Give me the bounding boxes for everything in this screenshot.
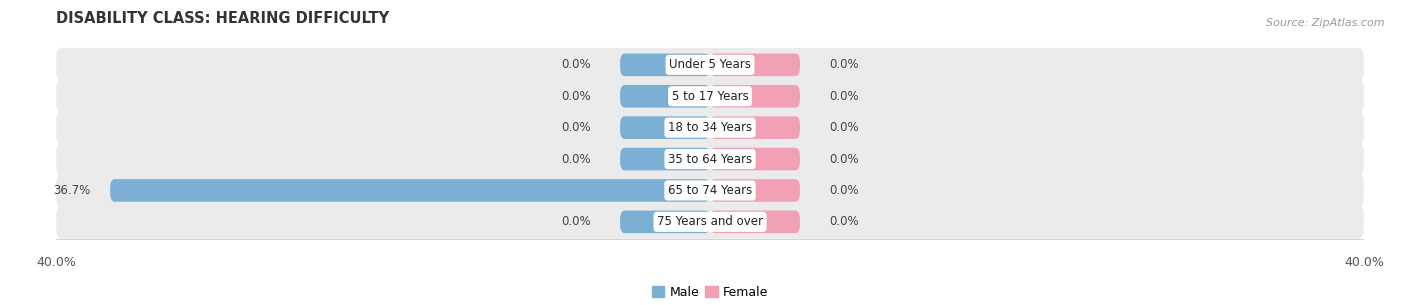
Text: 35 to 64 Years: 35 to 64 Years [668, 152, 752, 166]
Text: Source: ZipAtlas.com: Source: ZipAtlas.com [1267, 18, 1385, 28]
Text: 36.7%: 36.7% [53, 184, 90, 197]
FancyBboxPatch shape [620, 116, 710, 139]
Text: 0.0%: 0.0% [561, 58, 591, 71]
Text: 0.0%: 0.0% [561, 121, 591, 134]
FancyBboxPatch shape [710, 116, 800, 139]
FancyBboxPatch shape [110, 179, 710, 202]
FancyBboxPatch shape [56, 174, 1364, 207]
Text: 5 to 17 Years: 5 to 17 Years [672, 90, 748, 103]
Text: 0.0%: 0.0% [830, 58, 859, 71]
FancyBboxPatch shape [620, 210, 710, 233]
Text: 18 to 34 Years: 18 to 34 Years [668, 121, 752, 134]
FancyBboxPatch shape [710, 85, 800, 108]
Text: 0.0%: 0.0% [561, 90, 591, 103]
FancyBboxPatch shape [620, 148, 710, 170]
Text: 0.0%: 0.0% [830, 121, 859, 134]
FancyBboxPatch shape [56, 205, 1364, 239]
FancyBboxPatch shape [56, 142, 1364, 176]
FancyBboxPatch shape [710, 54, 800, 76]
FancyBboxPatch shape [710, 148, 800, 170]
FancyBboxPatch shape [56, 111, 1364, 145]
Text: 0.0%: 0.0% [830, 90, 859, 103]
Text: 65 to 74 Years: 65 to 74 Years [668, 184, 752, 197]
FancyBboxPatch shape [620, 85, 710, 108]
Text: 0.0%: 0.0% [830, 215, 859, 228]
FancyBboxPatch shape [710, 179, 800, 202]
Text: Under 5 Years: Under 5 Years [669, 58, 751, 71]
FancyBboxPatch shape [56, 48, 1364, 82]
Text: 0.0%: 0.0% [561, 152, 591, 166]
FancyBboxPatch shape [620, 54, 710, 76]
FancyBboxPatch shape [710, 210, 800, 233]
FancyBboxPatch shape [56, 79, 1364, 113]
Text: 0.0%: 0.0% [830, 152, 859, 166]
Text: DISABILITY CLASS: HEARING DIFFICULTY: DISABILITY CLASS: HEARING DIFFICULTY [56, 11, 389, 26]
Legend: Male, Female: Male, Female [647, 281, 773, 304]
Text: 0.0%: 0.0% [830, 184, 859, 197]
Text: 75 Years and over: 75 Years and over [657, 215, 763, 228]
Text: 0.0%: 0.0% [561, 215, 591, 228]
